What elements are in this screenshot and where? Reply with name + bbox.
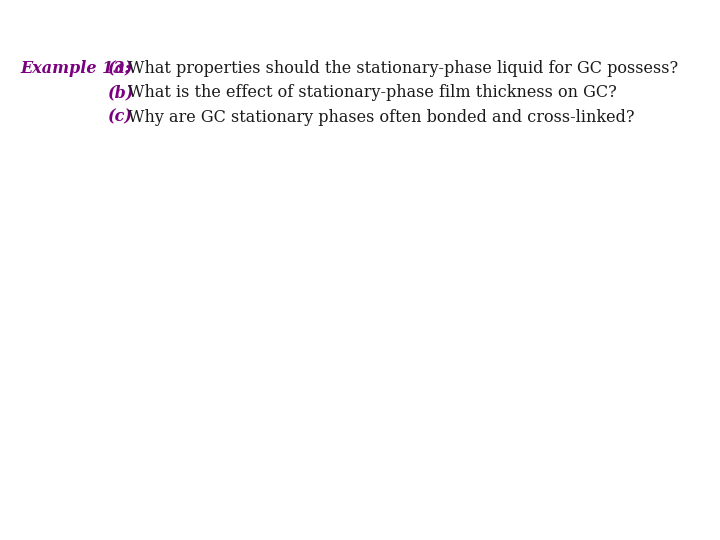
Text: What is the effect of stationary-phase film thickness on GC?: What is the effect of stationary-phase f…	[128, 84, 617, 101]
Text: Example 13:: Example 13:	[20, 60, 136, 77]
Text: (a): (a)	[107, 60, 132, 77]
Text: (b): (b)	[107, 84, 133, 101]
Text: What properties should the stationary-phase liquid for GC possess?: What properties should the stationary-ph…	[128, 60, 678, 77]
Text: Why are GC stationary phases often bonded and cross-linked?: Why are GC stationary phases often bonde…	[128, 109, 634, 125]
Text: (c): (c)	[107, 109, 132, 125]
